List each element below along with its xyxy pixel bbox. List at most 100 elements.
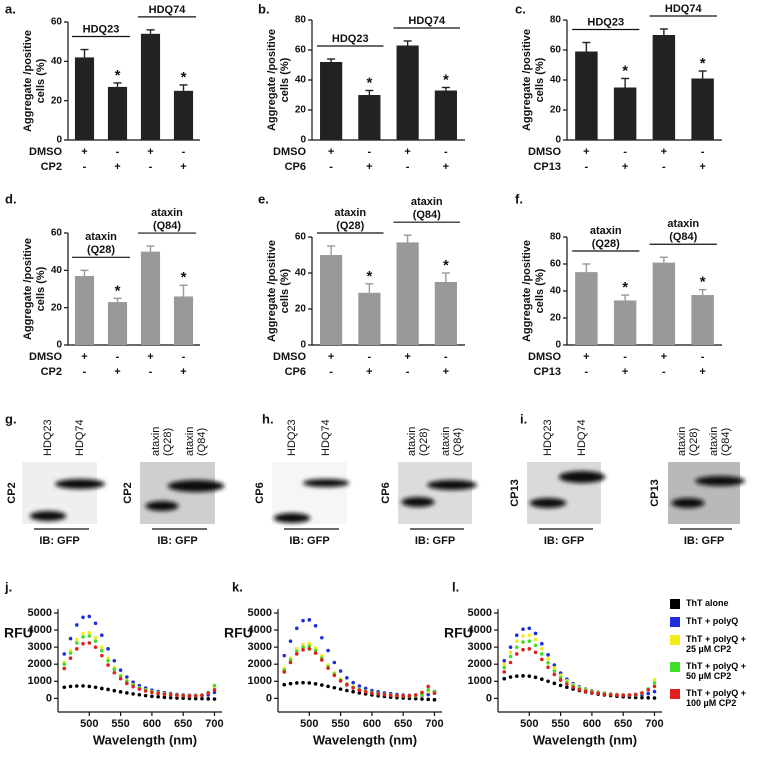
data-point [345,683,349,687]
y-tick-label: 80 [295,15,307,26]
y-tick-label: 80 [550,232,562,243]
series: ThT + polyQ [282,618,437,698]
ib-label: IB: GFP [415,535,455,547]
blot-band [427,480,477,490]
data-point [527,647,532,651]
data-point [388,693,393,698]
data-point [301,645,305,649]
bar [140,251,161,345]
y-tick-label: 40 [550,286,562,297]
data-point [521,674,525,678]
data-point [282,682,287,687]
y-tick-label: 20 [51,302,63,313]
treatment-name: CP6 [285,161,306,173]
significance-mark: * [115,282,121,299]
y-axis-label: RFU [4,625,33,641]
y-tick-label: 60 [550,45,562,56]
group-label: HDQ23 [83,23,120,35]
data-point [106,658,110,663]
data-point [118,668,123,672]
data-point [313,651,318,655]
data-point [432,697,437,702]
data-point [100,645,104,649]
treatment-sign: - [701,351,705,363]
data-point [558,675,563,680]
y-tick-label: 0 [486,692,492,704]
treatment-sign: - [329,161,333,173]
data-point [294,626,299,631]
blot-band [529,498,567,508]
treatment-sign: - [368,146,372,158]
data-point [320,658,324,662]
bar [613,87,637,140]
bar [613,300,637,345]
x-axis-label: Wavelength (nm) [313,732,417,747]
data-point [288,658,293,662]
blot-image [668,462,740,524]
treatment-name: DMSO [528,146,561,158]
data-point [307,618,312,622]
bar [320,62,343,140]
legend-label: ThT alone [686,598,729,608]
series: ThT + polyQ + 100 µM CP2 [502,647,657,698]
data-point [200,696,204,701]
x-tick-label: 700 [205,718,223,730]
lane-label: ataxin [440,427,452,456]
legend-entry: ThT + polyQ + 25 µM CP2 [670,634,756,654]
treatment-sign: + [404,146,410,158]
bar [434,90,457,140]
bar [74,57,95,140]
legend-label: ThT + polyQ + 25 µM CP2 [686,634,747,654]
y-axis-label: cells (%) [534,57,546,102]
series: ThT alone [62,684,217,701]
series: ThT + polyQ [62,614,217,698]
data-point [558,683,563,688]
y-tick-label: 1000 [468,675,492,687]
data-point [527,626,532,631]
lane-label: (Q28) [418,428,430,456]
data-point [527,633,532,637]
data-point [301,680,305,685]
data-point [307,644,312,649]
blot-image [140,462,215,524]
significance-mark: * [622,62,628,79]
data-point [596,691,600,696]
data-point [62,662,67,667]
treatment-name: DMSO [528,351,561,363]
data-point [156,691,160,696]
group-label: HDQ74 [149,4,187,16]
data-point [187,694,192,698]
data-point [533,643,538,648]
data-point [413,696,418,701]
legend-swatch [670,662,680,672]
data-point [646,688,651,692]
data-point [93,685,98,690]
bar [396,45,419,140]
panel-label: k. [232,579,243,594]
treatment-name: CP2 [41,161,62,173]
data-point [533,675,538,680]
data-point [112,667,117,672]
treatment-sign: + [147,146,153,158]
y-tick-label: 2000 [468,658,492,670]
data-point [558,678,563,682]
group-label: ataxin [151,207,183,219]
lane-label: (Q28) [688,428,700,456]
treatment-sign: + [661,146,667,158]
data-point [206,697,211,701]
treatment-name: CP13 [533,161,561,173]
panel-label: a. [5,1,16,16]
x-tick-label: 550 [331,718,349,730]
data-point [301,647,305,652]
data-point [87,641,92,645]
data-point [540,677,544,682]
data-point [407,693,412,698]
treatment-name: DMSO [29,146,62,158]
data-point [640,691,644,695]
data-point [432,691,437,696]
bar [358,95,381,140]
bar [173,296,194,345]
data-point [181,693,185,698]
group-label: HDQ74 [408,15,446,27]
data-point [590,690,594,695]
